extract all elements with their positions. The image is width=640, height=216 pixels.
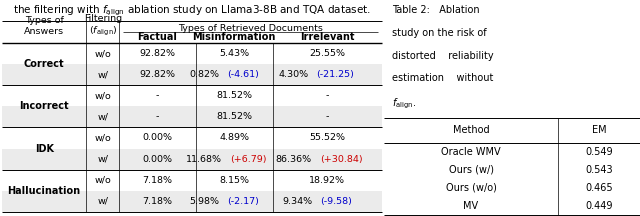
Text: 9.34%: 9.34% <box>282 197 312 206</box>
Text: estimation    without: estimation without <box>392 73 493 83</box>
Text: (-9.58): (-9.58) <box>320 197 352 206</box>
Text: 0.543: 0.543 <box>585 165 613 175</box>
Bar <box>2 85 382 106</box>
Text: Filtering
($f_{\mathrm{align}}$): Filtering ($f_{\mathrm{align}}$) <box>84 14 122 38</box>
Text: 92.82%: 92.82% <box>140 49 175 58</box>
Text: 25.55%: 25.55% <box>309 49 346 58</box>
Text: Oracle WMV: Oracle WMV <box>441 147 501 157</box>
Text: (-21.25): (-21.25) <box>316 70 354 79</box>
Text: 7.18%: 7.18% <box>143 197 172 206</box>
Text: Irrelevant: Irrelevant <box>300 32 355 43</box>
Text: $f_{\mathrm{align}}$.: $f_{\mathrm{align}}$. <box>392 96 416 111</box>
Text: 5.43%: 5.43% <box>219 49 250 58</box>
Text: w/: w/ <box>97 154 108 164</box>
Text: 86.36%: 86.36% <box>275 154 311 164</box>
Text: (+6.79): (+6.79) <box>230 154 267 164</box>
Bar <box>2 106 382 127</box>
Text: 8.15%: 8.15% <box>220 176 249 185</box>
Text: 18.92%: 18.92% <box>309 176 346 185</box>
Text: 81.52%: 81.52% <box>216 112 252 121</box>
Text: MV: MV <box>463 201 479 211</box>
Text: Misinformation: Misinformation <box>193 32 276 43</box>
Text: w/: w/ <box>97 112 108 121</box>
Text: -: - <box>326 112 329 121</box>
Bar <box>2 64 382 85</box>
Text: 0.82%: 0.82% <box>189 70 220 79</box>
Text: (+30.84): (+30.84) <box>320 154 362 164</box>
Text: 0.549: 0.549 <box>585 147 613 157</box>
Text: Incorrect: Incorrect <box>19 101 69 111</box>
Text: -: - <box>156 112 159 121</box>
Bar <box>2 149 382 170</box>
Text: 0.00%: 0.00% <box>143 133 172 143</box>
Text: 4.89%: 4.89% <box>220 133 249 143</box>
Text: 81.52%: 81.52% <box>216 91 252 100</box>
Text: w/: w/ <box>97 70 108 79</box>
Text: 11.68%: 11.68% <box>186 154 221 164</box>
Bar <box>2 127 382 149</box>
Text: Hallucination: Hallucination <box>8 186 81 196</box>
Text: 4.30%: 4.30% <box>278 70 309 79</box>
Text: 92.82%: 92.82% <box>140 70 175 79</box>
Text: IDK: IDK <box>35 143 54 154</box>
Text: Ours (w/): Ours (w/) <box>449 165 493 175</box>
Text: (-4.61): (-4.61) <box>227 70 259 79</box>
Text: Correct: Correct <box>24 59 65 69</box>
Text: 0.449: 0.449 <box>586 201 612 211</box>
Text: -: - <box>156 91 159 100</box>
Text: 0.00%: 0.00% <box>143 154 172 164</box>
Text: distorted    reliability: distorted reliability <box>392 51 493 61</box>
Text: Ours (w/o): Ours (w/o) <box>445 183 497 193</box>
Bar <box>2 170 382 191</box>
Text: EM: EM <box>592 125 606 135</box>
Text: (-2.17): (-2.17) <box>227 197 259 206</box>
Text: study on the risk of: study on the risk of <box>392 28 486 38</box>
Text: Table 2:   Ablation: Table 2: Ablation <box>392 5 479 15</box>
Bar <box>2 43 382 64</box>
Text: Types of Retrieved Documents: Types of Retrieved Documents <box>178 24 323 33</box>
Text: w/o: w/o <box>94 49 111 58</box>
Text: Factual: Factual <box>138 32 177 43</box>
Text: Method: Method <box>452 125 490 135</box>
Text: w/: w/ <box>97 197 108 206</box>
Text: 5.98%: 5.98% <box>189 197 220 206</box>
Text: 0.465: 0.465 <box>585 183 613 193</box>
Bar <box>2 191 382 212</box>
Text: -: - <box>326 91 329 100</box>
Text: w/o: w/o <box>94 176 111 185</box>
Text: Types of
Answers: Types of Answers <box>24 16 64 36</box>
Text: 55.52%: 55.52% <box>309 133 346 143</box>
Text: w/o: w/o <box>94 133 111 143</box>
Text: w/o: w/o <box>94 91 111 100</box>
Text: the filtering with $f_{\mathrm{align}}$ ablation study on Llama3-8B and TQA data: the filtering with $f_{\mathrm{align}}$ … <box>13 3 371 18</box>
Text: 7.18%: 7.18% <box>143 176 172 185</box>
